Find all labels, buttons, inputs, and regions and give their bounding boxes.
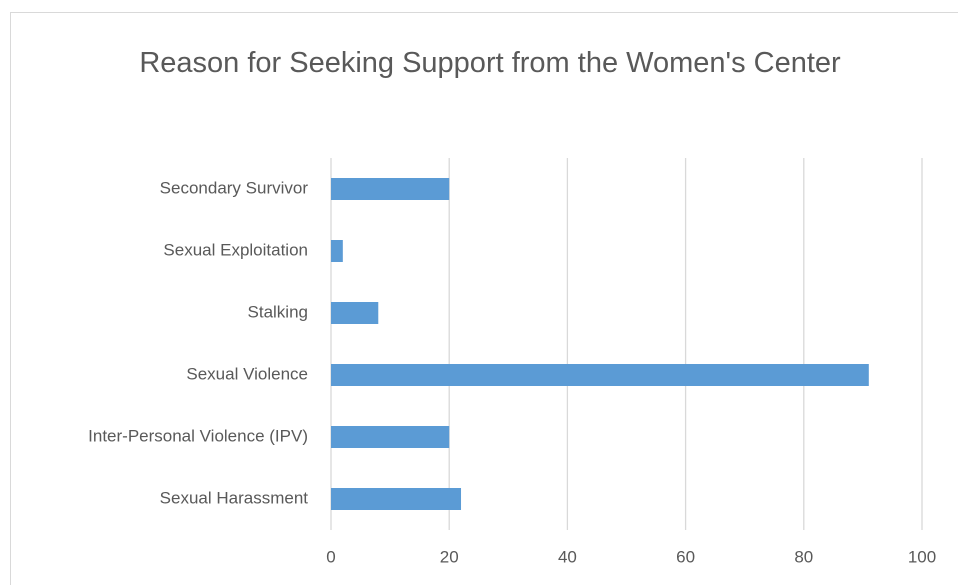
bar xyxy=(331,178,450,200)
y-tick-label: Stalking xyxy=(248,302,308,321)
x-tick-label: 20 xyxy=(440,547,459,566)
chart-title: Reason for Seeking Support from the Wome… xyxy=(139,47,841,79)
y-tick-label: Secondary Survivor xyxy=(160,178,309,197)
y-tick-label: Sexual Harassment xyxy=(160,488,309,507)
chart-border xyxy=(10,12,958,585)
bar xyxy=(331,302,379,324)
x-tick-label: 80 xyxy=(794,547,813,566)
y-tick-label: Sexual Exploitation xyxy=(163,240,308,259)
bar xyxy=(331,364,869,386)
x-tick-label: 0 xyxy=(326,547,335,566)
bar xyxy=(331,488,462,510)
bar xyxy=(331,240,343,262)
x-tick-label: 40 xyxy=(558,547,577,566)
y-tick-label: Inter-Personal Violence (IPV) xyxy=(88,426,308,445)
y-tick-label: Sexual Violence xyxy=(186,364,308,383)
x-tick-label: 100 xyxy=(908,547,936,566)
x-tick-label: 60 xyxy=(676,547,695,566)
bar xyxy=(331,426,450,448)
